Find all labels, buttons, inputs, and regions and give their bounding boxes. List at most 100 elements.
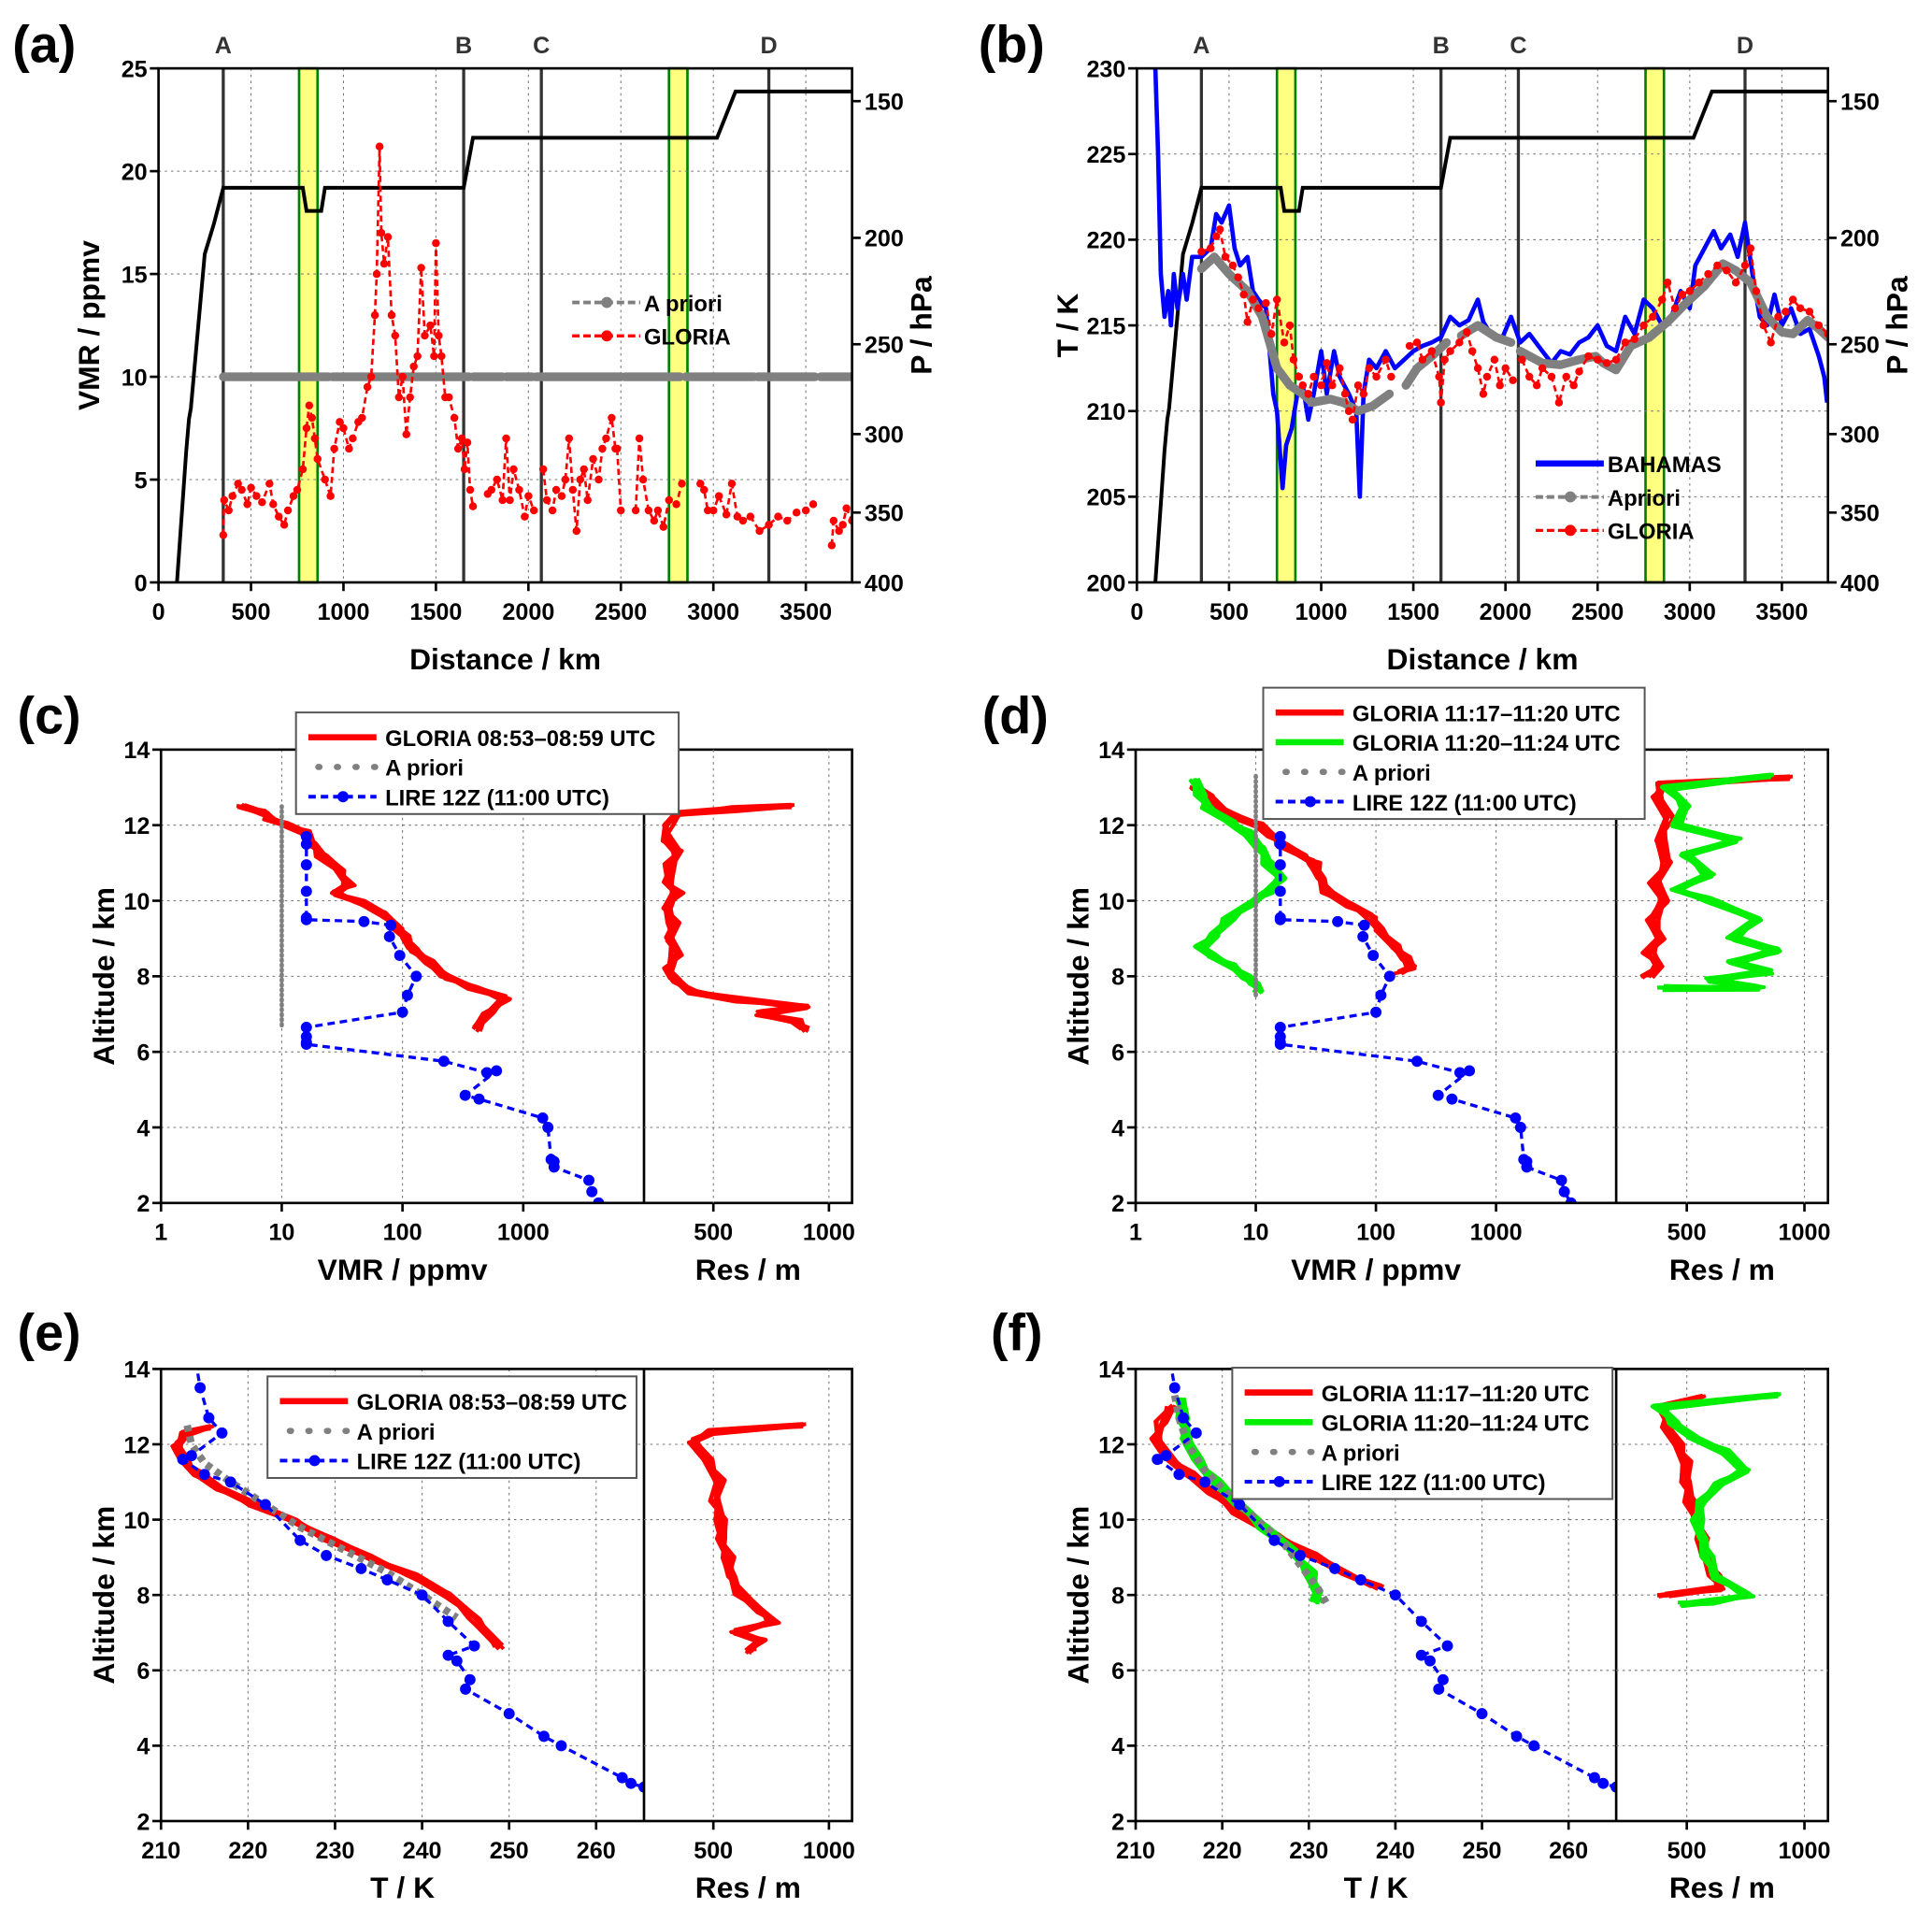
data-point — [1358, 919, 1370, 931]
data-point — [1479, 390, 1488, 398]
data-point — [1354, 1574, 1367, 1585]
data-point — [493, 475, 501, 484]
data-point — [827, 541, 837, 550]
legend: BAHAMAS Apriori GLORIA — [1536, 452, 1722, 545]
profile-line — [1640, 774, 1794, 980]
y-tick-label: 8 — [1111, 965, 1124, 991]
series-lire-12z-11-00-utc- — [1152, 1356, 1617, 1793]
data-point — [703, 506, 712, 515]
data-point — [432, 238, 440, 248]
profile-line — [1658, 772, 1782, 990]
data-point — [1453, 1067, 1466, 1079]
y2-tick-label: 150 — [1840, 89, 1880, 115]
data-point — [708, 506, 718, 515]
data-point — [1280, 338, 1289, 347]
data-point — [1165, 1356, 1176, 1367]
legend-label: A priori — [357, 1420, 436, 1445]
data-point — [1254, 304, 1263, 313]
data-point — [1173, 1469, 1185, 1481]
data-point — [410, 970, 422, 983]
data-point — [1555, 1174, 1567, 1186]
data-point — [1353, 380, 1363, 390]
data-point — [1547, 372, 1556, 381]
y2-tick-label: 250 — [865, 333, 904, 359]
legend-label: LIRE 12Z (11:00 UTC) — [385, 786, 609, 811]
legend-box — [266, 1375, 638, 1479]
data-point — [1630, 335, 1639, 344]
data-point — [1383, 970, 1395, 983]
x-tick-label: 100 — [1356, 1220, 1395, 1246]
data-point — [755, 526, 764, 536]
series-gloria-11-20-11-24-utc — [1656, 772, 1782, 993]
data-point — [650, 516, 659, 525]
legend-label: A priori — [1352, 761, 1431, 786]
y-tick-label: 0 — [135, 570, 148, 596]
legend-label: A priori — [385, 756, 464, 782]
data-point — [1372, 372, 1381, 381]
data-point — [269, 500, 278, 509]
series-lire-12z-11-00-utc- — [300, 830, 605, 1203]
series-line — [1409, 331, 1514, 404]
profile-line — [660, 803, 810, 1030]
data-point — [224, 506, 233, 515]
data-point — [1501, 364, 1510, 373]
data-point — [409, 362, 418, 371]
data-point — [738, 516, 748, 525]
data-point — [1767, 338, 1775, 347]
data-point — [372, 269, 381, 279]
data-point — [394, 393, 404, 402]
series-lire-12z-11-00-utc- — [1274, 830, 1577, 1203]
res-x-tick-label: 500 — [1667, 1220, 1707, 1246]
y2-tick-label: 150 — [865, 89, 904, 115]
profile-line — [1652, 1391, 1779, 1606]
data-point — [1387, 372, 1395, 381]
x-tick-label: 3000 — [1664, 599, 1716, 625]
data-point — [593, 1197, 605, 1203]
data-point — [1473, 364, 1482, 373]
series-line — [222, 145, 475, 536]
x-tick-label: 1500 — [409, 599, 462, 625]
series-line — [1196, 252, 1395, 416]
data-point — [1234, 1499, 1246, 1511]
data-point — [300, 885, 312, 897]
y-tick-label: 14 — [1098, 1357, 1124, 1384]
data-point — [401, 989, 413, 1001]
data-point — [326, 492, 335, 500]
data-point — [1437, 398, 1445, 407]
res-x-tick-label: 1000 — [1779, 1220, 1831, 1246]
data-point — [463, 438, 472, 447]
data-point — [1610, 1781, 1617, 1793]
profile-line — [1659, 1394, 1726, 1599]
data-point — [659, 523, 668, 531]
flight-level-line — [1153, 89, 1828, 582]
legend: GLORIA 08:53–08:59 UTC A priori LIRE 12Z (… — [266, 1375, 638, 1479]
data-point — [459, 1089, 471, 1101]
plot-frame — [157, 66, 853, 584]
x-tick-label: 250 — [490, 1838, 529, 1864]
data-point — [809, 500, 818, 509]
data-point — [631, 506, 640, 515]
data-point — [1415, 1649, 1427, 1661]
y-tick-label: 12 — [1098, 1432, 1124, 1458]
data-point — [302, 423, 311, 433]
data-point — [345, 444, 353, 453]
legend-marker — [1565, 524, 1577, 537]
data-point — [480, 1067, 493, 1079]
flight-level-line — [175, 89, 852, 582]
data-point — [300, 1039, 312, 1051]
res-x-tick-label: 500 — [1667, 1838, 1707, 1864]
data-point — [1482, 372, 1492, 381]
x-tick-label: 2000 — [1480, 599, 1532, 625]
data-point — [442, 1649, 454, 1661]
legend-marker — [1565, 491, 1577, 503]
data-point — [430, 351, 438, 361]
series-gloria-11-17-11-20-utc — [1639, 774, 1794, 980]
data-point — [653, 506, 663, 515]
data-point — [801, 506, 810, 515]
y-tick-label: 230 — [1086, 56, 1125, 82]
data-point — [551, 485, 561, 495]
data-point — [1611, 355, 1621, 365]
data-point — [1704, 269, 1712, 279]
waypoint-label: D — [1737, 33, 1753, 59]
